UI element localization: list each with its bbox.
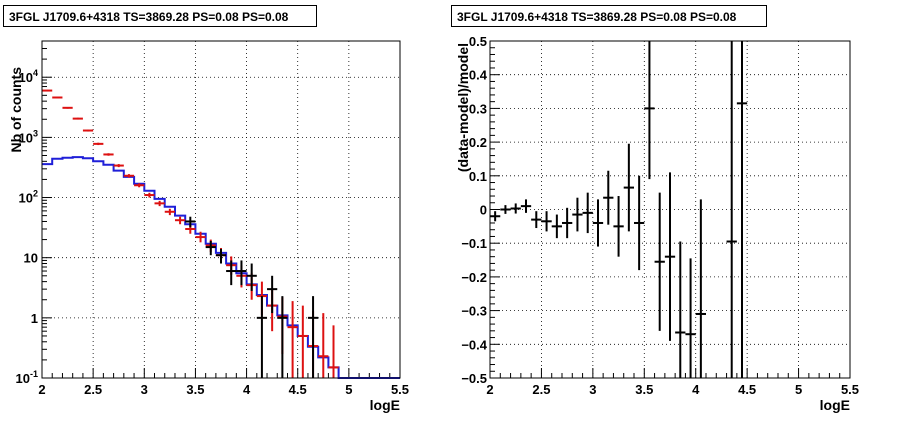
y-tick-label: 0.1 xyxy=(469,169,487,184)
x-tick-label: 2.5 xyxy=(84,382,102,397)
x-tick-label: 4.5 xyxy=(738,382,756,397)
y-tick-label: 0.3 xyxy=(469,101,487,116)
model-histogram-line xyxy=(42,156,400,379)
y-tick-label-exponent: 3 xyxy=(33,128,38,138)
y-tick-label-exponent: -1 xyxy=(30,369,38,379)
x-tick-label: 3.5 xyxy=(635,382,653,397)
y-tick-label-base: 1 xyxy=(31,311,38,326)
plot-area-left xyxy=(42,41,400,378)
x-tick-label: 3 xyxy=(589,382,596,397)
y-tick-label-base: 10 xyxy=(24,251,38,266)
y-tick-label: −0.5 xyxy=(461,371,487,386)
y-tick-label: 1 xyxy=(31,311,38,326)
x-tick-label: 2.5 xyxy=(532,382,550,397)
y-tick-label-exponent: 2 xyxy=(33,189,38,199)
right-plot-title: 3FGL J1709.6+4318 TS=3869.28 PS=0.08 PS=… xyxy=(451,5,767,27)
y-axis-title-right: (data-model)/model xyxy=(455,43,471,172)
x-tick-label: 2 xyxy=(486,382,493,397)
y-tick-label: −0.1 xyxy=(461,236,487,251)
y-tick-label: 0.2 xyxy=(469,135,487,150)
x-tick-label: 5 xyxy=(345,382,352,397)
x-tick-label: 4 xyxy=(243,382,251,397)
y-tick-label-exponent: 4 xyxy=(33,68,38,78)
y-tick-label: 102 xyxy=(19,189,38,206)
left-plot-title: 3FGL J1709.6+4318 TS=3869.28 PS=0.08 PS=… xyxy=(3,5,317,27)
x-tick-label: 5 xyxy=(795,382,802,397)
x-tick-label: 2 xyxy=(38,382,45,397)
y-tick-label: 103 xyxy=(19,128,38,145)
y-tick-label: −0.4 xyxy=(461,337,487,352)
y-axis-title-left: Nb of counts xyxy=(8,67,24,153)
x-tick-label: 4 xyxy=(692,382,700,397)
y-tick-label: −0.2 xyxy=(461,270,487,285)
y-tick-label-base: 10 xyxy=(16,371,30,386)
y-tick-label: 10 xyxy=(24,251,38,266)
plot-frame-left xyxy=(41,40,401,379)
x-tick-label: 3 xyxy=(141,382,148,397)
y-tick-label: 10-1 xyxy=(16,369,38,386)
y-tick-label-base: 10 xyxy=(19,191,33,206)
plot-frame-right xyxy=(489,40,851,379)
residual-panel: 2 2.5 3 3.5 4 4.5 5 5.5 −0.5 −0.4 −0.3 −0.2 −0.1 0 0.1… xyxy=(455,34,859,413)
y-tick-label: 0.4 xyxy=(469,68,488,83)
x-tick-label: 5.5 xyxy=(391,382,409,397)
x-axis-title-right: logE xyxy=(820,397,850,413)
x-axis-title-left: logE xyxy=(370,397,400,413)
y-tick-label-base: 10 xyxy=(19,130,33,145)
y-tick-label: 0 xyxy=(480,203,487,218)
y-tick-label: 104 xyxy=(19,68,38,85)
y-tick-label-base: 10 xyxy=(19,70,33,85)
x-tick-label: 3.5 xyxy=(186,382,204,397)
y-tick-label: −0.3 xyxy=(461,304,487,319)
y-tick-label: 0.5 xyxy=(469,34,487,49)
x-tick-label: 5.5 xyxy=(841,382,859,397)
x-tick-label: 4.5 xyxy=(289,382,307,397)
